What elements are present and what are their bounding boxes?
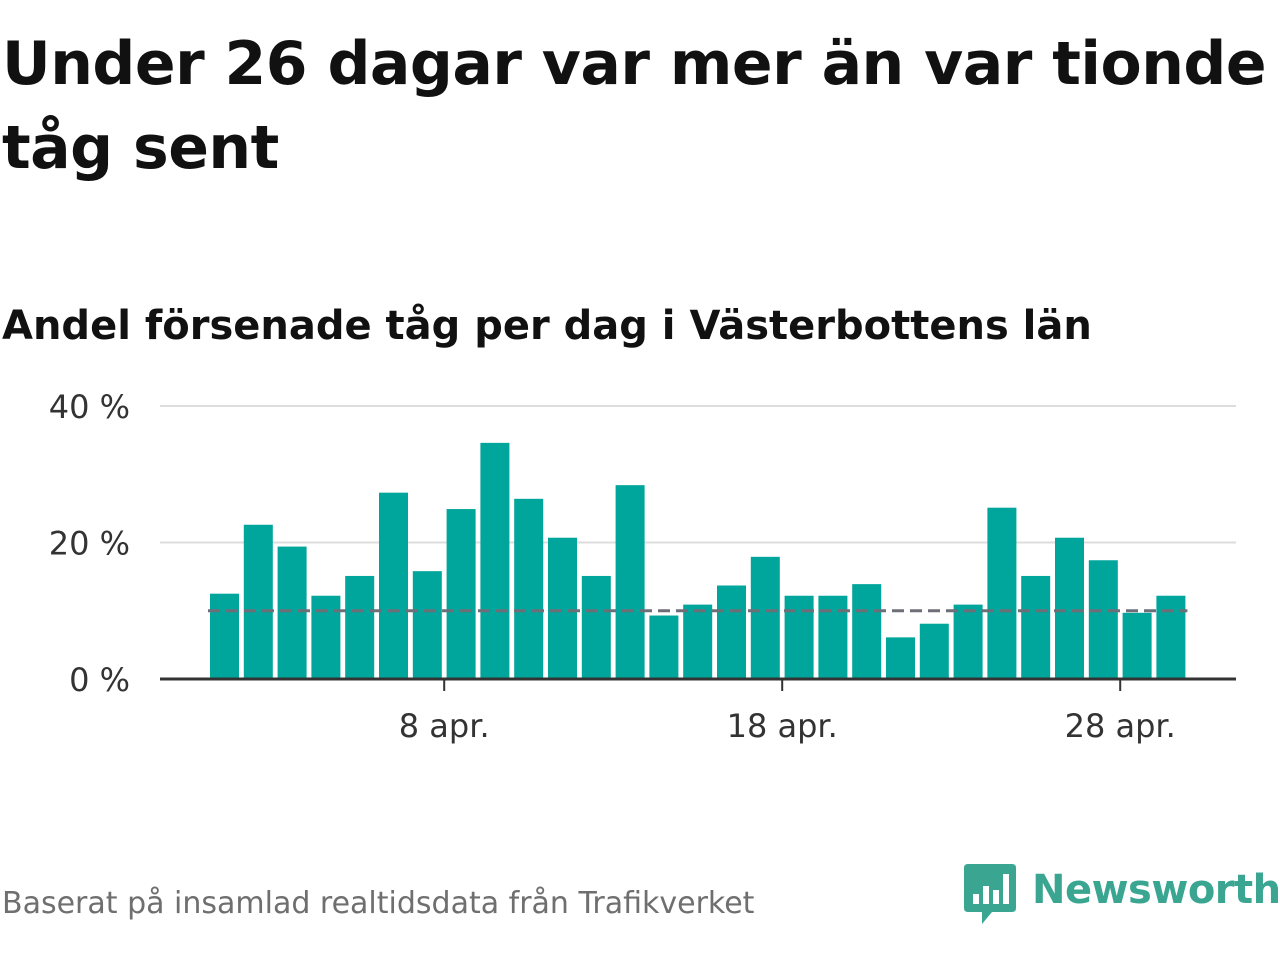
bar [412, 571, 442, 679]
bar [953, 604, 983, 679]
chart-subtitle: Andel försenade tåg per dag i Västerbott… [2, 303, 1092, 349]
x-tick-label: 28 apr. [1065, 707, 1176, 745]
bar [1122, 612, 1152, 679]
source-note: Baserat på insamlad realtidsdata från Tr… [2, 886, 755, 921]
bar [548, 537, 577, 679]
bar [818, 595, 848, 679]
bar [683, 604, 713, 679]
bar [446, 509, 476, 679]
bar [581, 575, 611, 679]
y-tick-label: 20 % [49, 525, 130, 563]
bar [345, 575, 375, 679]
bar [987, 507, 1017, 679]
y-tick-label: 0 % [69, 661, 130, 699]
y-tick-label: 40 % [49, 388, 130, 426]
gridlines [160, 405, 1236, 544]
bar [480, 442, 510, 679]
brand-name: Newsworthy [1032, 867, 1280, 913]
bar [852, 584, 882, 679]
bar [717, 585, 746, 679]
chart-title: Under 26 dagar var mer än var tionde tåg… [2, 29, 1267, 183]
bar [886, 637, 915, 679]
bar [1088, 560, 1118, 679]
bar [1055, 537, 1084, 679]
bar [311, 595, 341, 679]
bar [615, 485, 645, 679]
bar [750, 556, 780, 679]
axes: 0 % 20 % 40 % 8 apr. 18 apr. 28 apr. [49, 388, 1236, 745]
bar [514, 498, 544, 679]
bar [1156, 595, 1186, 679]
bar [379, 492, 408, 679]
bars [210, 442, 1186, 679]
bar [210, 593, 239, 679]
brand-logo: Newsworthy [964, 862, 1280, 926]
bar [784, 595, 814, 679]
bar-chart-speech-bubble-icon [964, 864, 1016, 924]
bar [277, 546, 307, 679]
bar [649, 615, 679, 679]
bar [919, 623, 949, 679]
x-tick-label: 18 apr. [727, 707, 838, 745]
bar-chart: 0 % 20 % 40 % 8 apr. 18 apr. 28 apr. [49, 388, 1236, 745]
bar [243, 524, 273, 679]
bar [1021, 575, 1051, 679]
x-tick-label: 8 apr. [399, 707, 490, 745]
